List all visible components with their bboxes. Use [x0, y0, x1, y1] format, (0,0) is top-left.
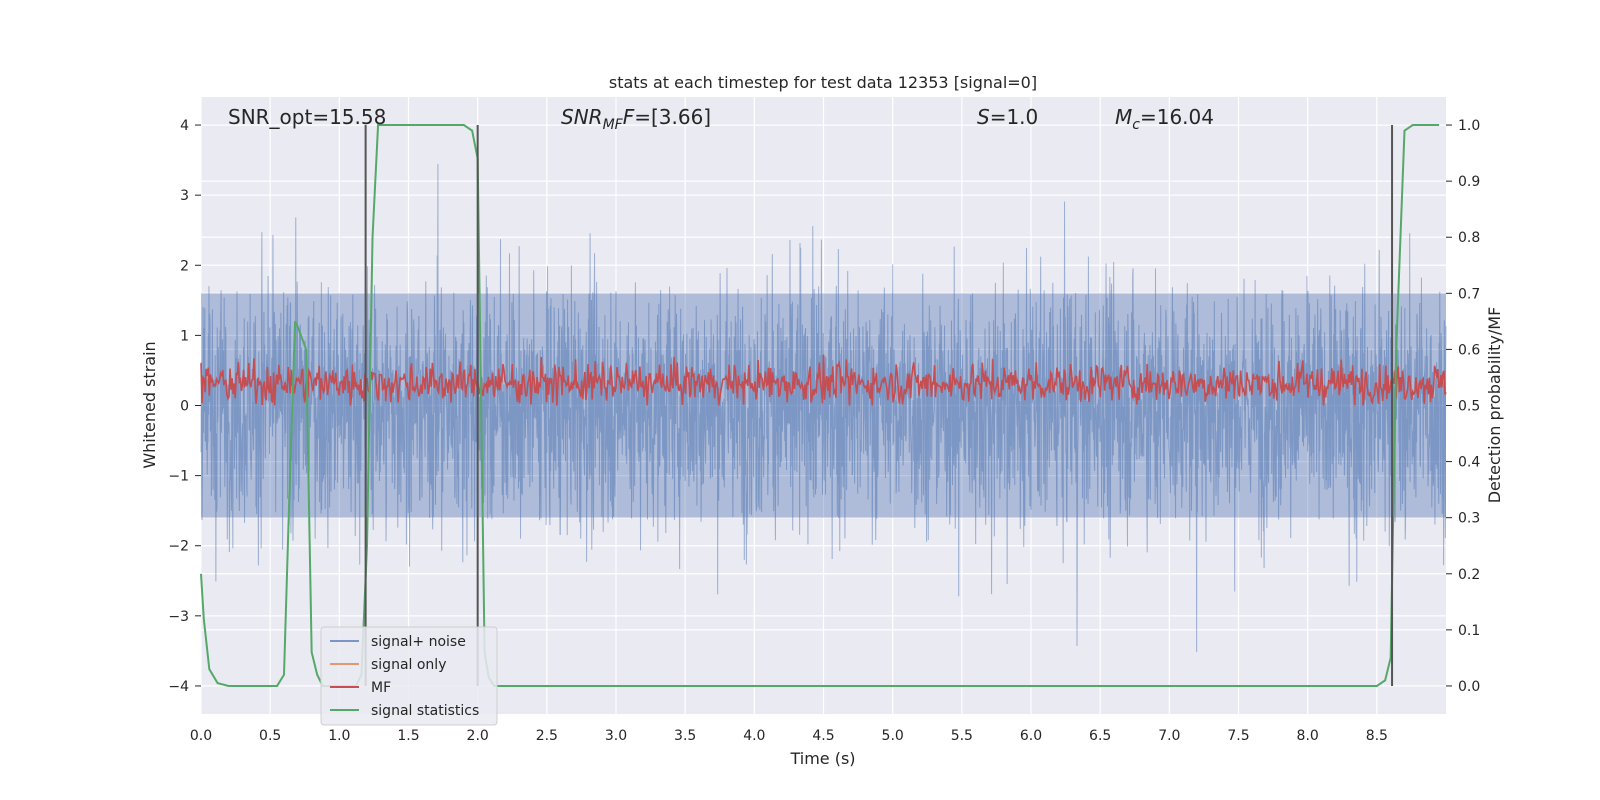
- x-tick-label: 2.0: [467, 728, 489, 744]
- y-axis-label: Whitened strain: [140, 341, 159, 468]
- y2-axis-label: Detection probability/MF: [1485, 307, 1504, 504]
- x-tick-label: 8.0: [1297, 728, 1319, 744]
- x-tick-label: 4.5: [812, 728, 834, 744]
- y2-tick-label: 0.9: [1458, 174, 1480, 190]
- y2-tick-label: 0.4: [1458, 455, 1480, 471]
- annotation-snr-mf: SNRMFF=[3.66]: [561, 105, 711, 133]
- mf-line: [200, 354, 1447, 406]
- y-tick-label: −3: [168, 609, 189, 625]
- series-signal-noise: [200, 163, 1447, 653]
- y-tick-label: −2: [168, 539, 189, 555]
- series-signal-statistics: [200, 124, 1440, 687]
- x-tick-label: 0.5: [259, 728, 281, 744]
- series-mf: [200, 354, 1447, 406]
- y2-tick-label: 0.8: [1458, 230, 1480, 246]
- x-tick-label: 3.0: [605, 728, 627, 744]
- y2-tick-label: 1.0: [1458, 118, 1480, 134]
- x-tick-label: 2.5: [536, 728, 558, 744]
- x-tick-label: 1.0: [328, 728, 350, 744]
- legend-label-mf: MF: [371, 680, 391, 696]
- y2-tick-label: 0.0: [1458, 679, 1480, 695]
- legend-box: [320, 626, 498, 726]
- y2-tick-label: 0.2: [1458, 567, 1480, 583]
- x-tick-label: 7.0: [1158, 728, 1180, 744]
- legend-label-signal-noise: signal+ noise: [371, 634, 466, 650]
- y2-tick-labels: 0.0 0.1 0.2 0.3 0.4 0.5 0.6 0.7 0.8 0.9 1.0: [1446, 118, 1480, 695]
- x-tick-label: 3.5: [674, 728, 696, 744]
- annotation-s: S=1.0: [977, 105, 1038, 129]
- x-tick-label: 8.5: [1366, 728, 1388, 744]
- x-tick-label: 7.5: [1227, 728, 1249, 744]
- y-tick-label: 0: [180, 399, 189, 415]
- y2-tick-label: 0.6: [1458, 342, 1480, 358]
- annotation-snr-opt: SNR_opt=15.58: [228, 105, 386, 129]
- y2-tick-label: 0.1: [1458, 623, 1480, 639]
- y-tick-label: −4: [168, 679, 189, 695]
- legend-label-signal-only: signal only: [371, 657, 446, 673]
- legend-label-signal-statistics: signal statistics: [371, 703, 479, 719]
- y2-tick-label: 0.7: [1458, 286, 1480, 302]
- signal-statistics-line: [200, 124, 1440, 687]
- annotation-mc: Mc=16.04: [1115, 105, 1214, 133]
- noise-band-core: [201, 293, 1446, 518]
- y2-tick-label: 0.5: [1458, 399, 1480, 415]
- vertical-markers: [364, 125, 1394, 686]
- y-tick-labels: −4 −3 −2 −1 0 1 2 3 4: [168, 118, 201, 695]
- x-axis-label: Time (s): [789, 749, 855, 768]
- y-tick-label: 2: [180, 258, 189, 274]
- chart-title: stats at each timestep for test data 123…: [609, 73, 1037, 92]
- y-tick-label: 1: [180, 328, 189, 344]
- y-tick-label: 3: [180, 188, 189, 204]
- x-tick-labels: 0.0 0.5 1.0 1.5 2.0 2.5 3.0 3.5 4.0 4.5 5.0 5.5 6.0 6…: [190, 728, 1388, 744]
- x-tick-label: 1.5: [397, 728, 419, 744]
- x-tick-label: 4.0: [743, 728, 765, 744]
- legend: signal+ noise signal only MF signal stat…: [320, 626, 498, 726]
- x-tick-label: 5.5: [951, 728, 973, 744]
- y-tick-label: −1: [168, 469, 189, 485]
- x-tick-label: 6.0: [1020, 728, 1042, 744]
- noise-line: [200, 163, 1447, 653]
- y-tick-label: 4: [180, 118, 189, 134]
- y2-tick-label: 0.3: [1458, 511, 1480, 527]
- x-tick-label: 5.0: [882, 728, 904, 744]
- x-tick-label: 0.0: [190, 728, 212, 744]
- x-tick-label: 6.5: [1089, 728, 1111, 744]
